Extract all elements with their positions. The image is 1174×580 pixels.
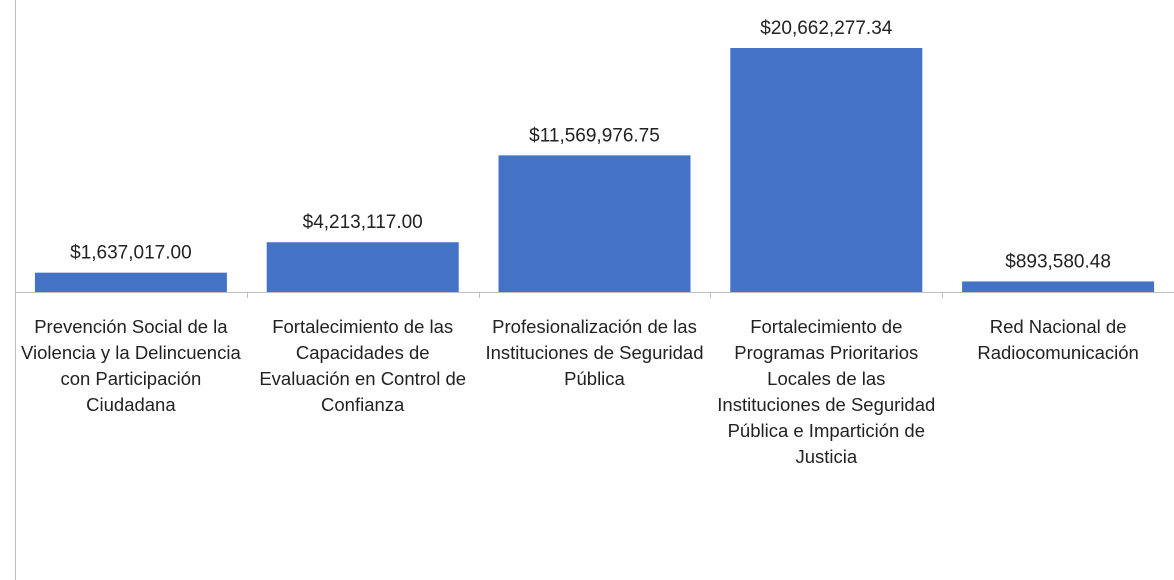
x-tick-label: Fortalecimiento de Programas Prioritario… (717, 316, 936, 467)
bar (266, 242, 459, 292)
data-label: $4,213,117.00 (303, 212, 423, 233)
bar (730, 48, 923, 292)
bar (498, 155, 691, 292)
x-tick-label: Profesionalización de las Instituciones … (485, 316, 704, 389)
x-tick-label: Fortalecimiento de las Capacidades de Ev… (259, 316, 467, 415)
data-label: $20,662,277.34 (760, 18, 893, 39)
bar (34, 272, 227, 292)
data-label: $11,569,976.75 (529, 125, 660, 146)
bar (962, 281, 1155, 292)
data-label: $1,637,017.00 (70, 243, 192, 264)
x-tick-label: Red Nacional de Radiocomunicación (977, 316, 1139, 363)
x-tick-label: Prevención Social de la Violencia y la D… (21, 316, 241, 415)
data-label: $893,580.48 (1005, 251, 1111, 272)
